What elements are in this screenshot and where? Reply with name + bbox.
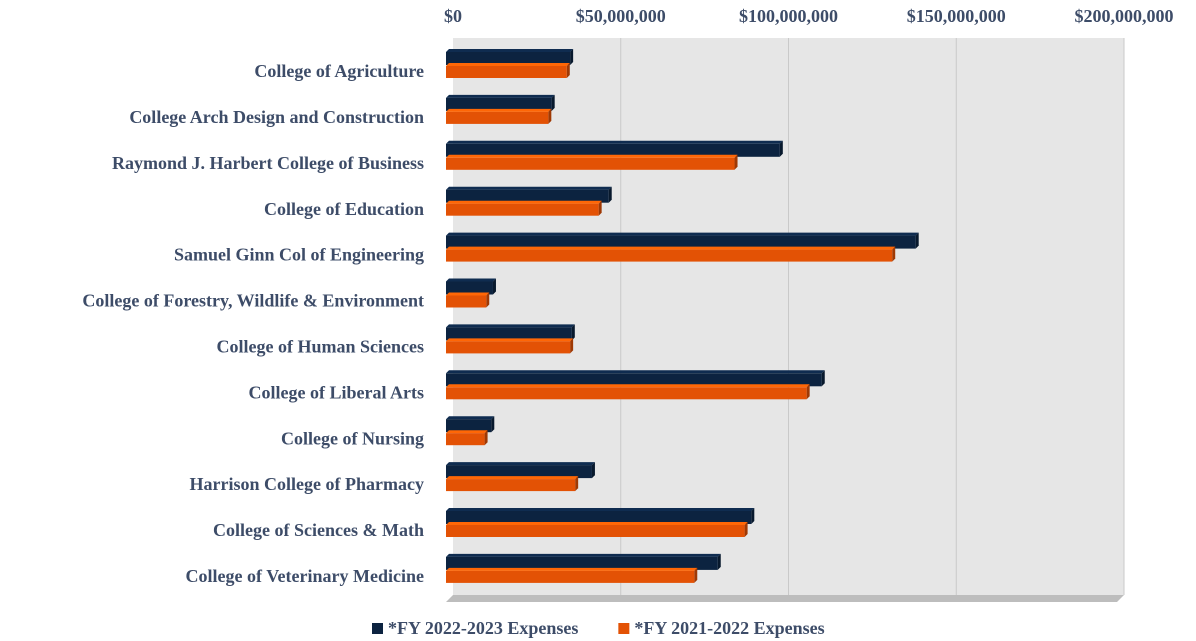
bar-top: [446, 292, 490, 296]
legend-swatch: [618, 623, 630, 634]
bar: [446, 373, 822, 387]
bar-side: [779, 140, 783, 157]
bar-side: [717, 553, 721, 570]
bar-top: [446, 186, 612, 190]
bar: [446, 387, 807, 400]
bar-side: [484, 430, 488, 446]
bar-top: [446, 200, 602, 204]
plot-floor: [446, 595, 1124, 602]
bar-top: [446, 63, 570, 66]
bar-top: [446, 553, 721, 557]
bar-top: [446, 338, 574, 342]
y-tick-label: College Arch Design and Construction: [129, 107, 424, 127]
bar: [446, 556, 718, 570]
bar-side: [608, 186, 612, 203]
bar-top: [446, 278, 496, 282]
bar: [446, 341, 571, 354]
bar: [446, 327, 572, 341]
bar-side: [892, 246, 896, 262]
bar: [446, 465, 592, 479]
bar-side: [915, 232, 919, 249]
bar: [446, 433, 485, 446]
y-tick-label: College of Veterinary Medicine: [186, 566, 424, 586]
bar-side: [734, 154, 738, 170]
bar-top: [446, 370, 825, 374]
bar-top: [446, 384, 810, 388]
bar-side: [571, 324, 575, 341]
bar-side: [570, 49, 574, 65]
bar-top: [446, 522, 748, 525]
bar-side: [598, 200, 602, 216]
bar: [446, 203, 599, 216]
x-tick-label: $150,000,000: [907, 6, 1006, 26]
bar-top: [446, 246, 896, 250]
bar-top: [446, 416, 495, 420]
y-tick-label: College of Nursing: [281, 428, 424, 448]
bar: [446, 66, 567, 78]
bar-top: [446, 476, 579, 480]
bar: [446, 525, 745, 537]
bar: [446, 97, 552, 111]
bar-side: [694, 567, 698, 583]
bar-top: [446, 462, 595, 466]
bar-side: [551, 94, 555, 111]
bar-side: [492, 278, 496, 295]
bar: [446, 511, 752, 524]
y-tick-label: College of Forestry, Wildlife & Environm…: [82, 291, 424, 311]
bar: [446, 295, 487, 308]
bar: [446, 52, 571, 65]
bar-top: [446, 430, 488, 434]
bar-side: [806, 384, 810, 400]
bar: [446, 419, 492, 433]
bar-top: [446, 154, 738, 158]
legend-label: *FY 2022-2023 Expenses: [388, 618, 578, 638]
x-tick-label: $100,000,000: [739, 6, 838, 26]
y-tick-label: College of Sciences & Math: [213, 520, 424, 540]
bar: [446, 111, 549, 124]
bar-top: [446, 49, 574, 52]
bar-side: [575, 476, 579, 492]
bar-side: [821, 370, 825, 387]
x-tick-label: $50,000,000: [576, 6, 666, 26]
y-tick-label: College of Human Sciences: [217, 337, 424, 357]
legend-swatch: [372, 623, 383, 634]
x-tick-label: $0: [444, 6, 462, 26]
bar: [446, 157, 735, 170]
bar-side: [591, 462, 595, 479]
bar: [446, 570, 695, 583]
y-tick-label: College of Agriculture: [254, 61, 424, 81]
bar-top: [446, 108, 552, 112]
bar: [446, 281, 493, 295]
y-tick-label: Harrison College of Pharmacy: [190, 474, 424, 494]
bar-side: [486, 292, 490, 308]
y-tick-label: Raymond J. Harbert College of Business: [112, 153, 424, 173]
bar-side: [566, 63, 570, 78]
bar-side: [744, 522, 748, 537]
bar-side: [570, 338, 574, 354]
bar: [446, 249, 893, 262]
bar: [446, 143, 780, 157]
bar: [446, 235, 916, 249]
bar-top: [446, 94, 555, 98]
bar: [446, 479, 576, 492]
bar-top: [446, 232, 919, 236]
y-tick-label: College of Education: [264, 199, 424, 219]
bar-top: [446, 140, 783, 144]
bar-side: [548, 108, 552, 124]
bar-side: [491, 416, 495, 433]
x-tick-label: $200,000,000: [1075, 6, 1174, 26]
bar-top: [446, 508, 755, 511]
bar: [446, 189, 609, 203]
bar-top: [446, 567, 698, 571]
legend-label: *FY 2021-2022 Expenses: [634, 618, 824, 638]
bar-side: [751, 508, 755, 524]
y-tick-label: Samuel Ginn Col of Engineering: [174, 245, 424, 265]
bar-top: [446, 324, 575, 328]
y-tick-label: College of Liberal Arts: [249, 382, 424, 402]
